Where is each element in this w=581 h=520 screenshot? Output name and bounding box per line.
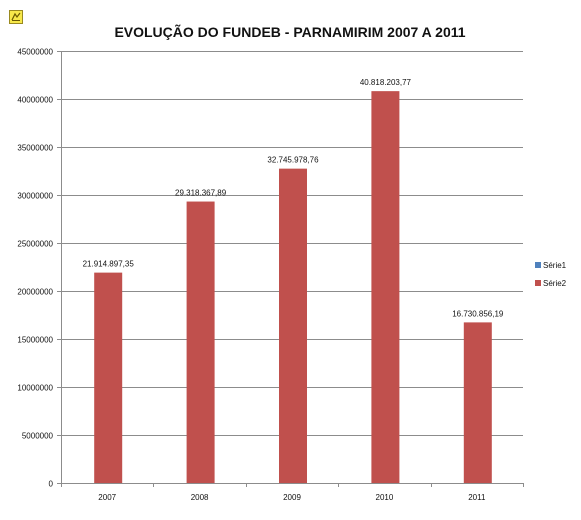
x-tick-label: 2011 — [468, 493, 486, 502]
legend-swatch — [535, 280, 541, 286]
axes: 0 5000000 10000000 15000000 20000000 25000000… — [17, 48, 524, 502]
y-tick-label: 35000000 — [17, 144, 53, 153]
data-label: 21.914.897,35 — [83, 260, 135, 269]
x-tick-label: 2007 — [98, 493, 116, 502]
chart-title: EVOLUÇÃO DO FUNDEB - PARNAMIRIM 2007 A 2… — [114, 23, 465, 40]
y-tick-label: 30000000 — [17, 192, 53, 201]
legend-swatch — [535, 262, 541, 268]
y-tick-label: 25000000 — [17, 240, 53, 249]
y-tick-label: 10000000 — [17, 384, 53, 393]
object-anchor-icon — [9, 10, 23, 24]
data-labels: 21.914.897,35 29.318.367,89 32.745.978,76 4… — [83, 78, 504, 318]
data-label: 40.818.203,77 — [360, 78, 412, 87]
data-label: 29.318.367,89 — [175, 189, 227, 198]
y-tick-label: 20000000 — [17, 288, 53, 297]
bar-2 — [186, 201, 215, 483]
x-tick-label: 2010 — [376, 493, 394, 502]
data-label: 32.745.978,76 — [267, 156, 319, 165]
y-tick-label: 45000000 — [17, 48, 53, 57]
y-tick-label: 15000000 — [17, 336, 53, 345]
y-tick-label: 40000000 — [17, 96, 53, 105]
bars — [94, 91, 492, 484]
legend: Série1 Série2 — [535, 261, 567, 288]
x-tick-label: 2009 — [283, 493, 301, 502]
legend-label: Série2 — [543, 279, 567, 288]
bar-2 — [463, 322, 492, 483]
bar-2 — [371, 91, 400, 484]
data-label: 16.730.856,19 — [452, 309, 504, 318]
y-tick-label: 5000000 — [22, 432, 54, 441]
x-tick-label: 2008 — [191, 493, 209, 502]
bar-2 — [279, 168, 307, 483]
legend-label: Série1 — [543, 261, 567, 270]
y-tick-label: 0 — [49, 480, 54, 489]
bar-2 — [94, 272, 123, 483]
